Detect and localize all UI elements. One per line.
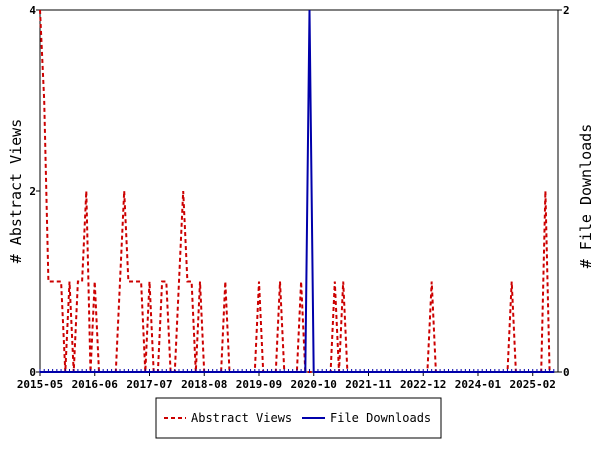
series-line-abstract-views	[39, 9, 554, 373]
x-tick-label: 2015-05	[17, 378, 63, 391]
y-right-tick-label: 2	[563, 4, 570, 17]
x-axis-ticks: 2015-05 2016-06 2017-07 2018-08 2019-09 2020-…	[17, 372, 556, 391]
y-left-tick-label: 4	[29, 4, 36, 17]
point-markers	[39, 369, 555, 373]
x-tick-label: 2024-01	[455, 378, 502, 391]
x-tick-label: 2018-08	[181, 378, 227, 391]
legend-label-abstract-views: Abstract Views	[191, 411, 292, 425]
y-right-tick-label: 0	[563, 366, 570, 379]
y-left-tick-label: 2	[29, 185, 36, 198]
x-tick-label: 2017-07	[126, 378, 172, 391]
x-tick-label: 2016-06	[72, 378, 119, 391]
x-tick-label: 2020-10	[291, 378, 337, 391]
left-axis-title: # Abstract Views	[7, 119, 25, 264]
legend: Abstract Views File Downloads	[155, 397, 442, 439]
right-axis-title: # File Downloads	[577, 124, 595, 269]
x-tick-label: 2022-12	[400, 378, 446, 391]
legend-label-file-downloads: File Downloads	[330, 411, 431, 425]
x-tick-label: 2021-11	[345, 378, 392, 391]
x-tick-label: 2019-09	[236, 378, 282, 391]
x-tick-label: 2025-02	[510, 378, 556, 391]
y-left-tick-label: 0	[29, 366, 36, 379]
y-axis-ticks: 0 2 4 0 2	[29, 4, 569, 379]
legend-box	[155, 397, 442, 439]
